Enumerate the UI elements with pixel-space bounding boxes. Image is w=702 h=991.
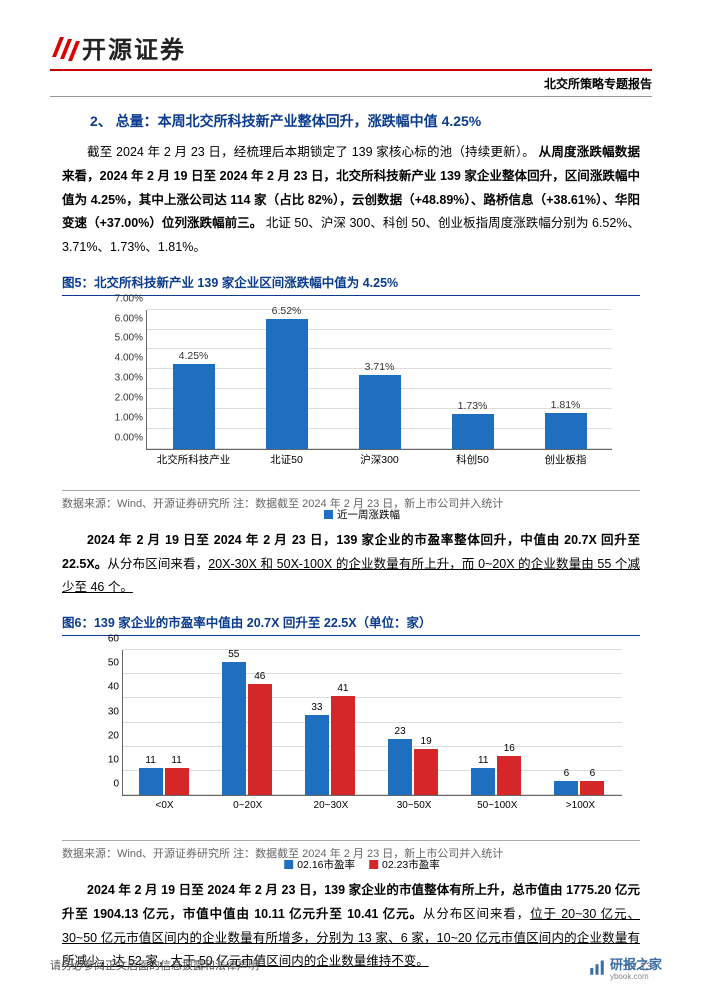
watermark-url: ybook.com [610,973,662,981]
company-name: 开源证券 [82,30,186,65]
chart2-bar-label: 11 [138,755,164,766]
para2-mid: 从分布区间来看， [107,557,208,571]
chart2-ytick: 0 [97,779,119,790]
chart1-ytick: 2.00% [103,393,143,404]
chart2-bar-label: 41 [330,683,356,694]
chart2-bar: 46 [248,684,272,795]
chart1-xlabel: 北交所科技产业 [154,452,234,467]
chart2-bar: 6 [554,781,578,796]
chart2-bar: 33 [305,715,329,795]
watermark: 研报之家 ybook.com [588,954,662,981]
chart1-xlabel: 沪深300 [340,452,420,467]
chart2-legend-2: 02.23市盈率 [382,857,440,872]
legend-swatch-icon [324,510,333,519]
chart1-bar-label: 1.73% [448,400,498,412]
chart2-xlabel: >100X [550,800,610,811]
logo-stripes-icon [50,33,82,63]
chart2-xlabel: <0X [135,800,195,811]
chart2-ytick: 10 [97,754,119,765]
chart2-bar: 11 [139,768,163,795]
chart2-container: 01020304050601111<0X55460~20X334120~30X2… [62,640,640,838]
chart1-bar-label: 6.52% [262,305,312,317]
chart2-xlabel: 0~20X [218,800,278,811]
chart1-ytick: 7.00% [103,293,143,304]
chart2-bar-label: 16 [496,743,522,754]
chart1-bar: 3.71% [359,375,401,449]
footer-disclaimer: 请务必参阅正文后面的信息披露和法律声明 [50,957,259,973]
chart2-bar: 16 [497,756,521,795]
chart2-bar-label: 23 [387,726,413,737]
chart1-xlabel: 创业板指 [526,452,606,467]
chart2-bar-label: 19 [413,736,439,747]
watermark-chart-icon [588,959,606,977]
chart2-xlabel: 30~50X [384,800,444,811]
chart2-bar-label: 33 [304,702,330,713]
chart2-ytick: 40 [97,682,119,693]
chart1-bar-label: 4.25% [169,350,219,362]
chart1-bar: 1.73% [452,414,494,448]
legend-swatch-icon [284,860,293,869]
chart2-ytick: 50 [97,658,119,669]
chart1-bar: 1.81% [545,413,587,449]
paragraph-2: 2024 年 2 月 19 日至 2024 年 2 月 23 日，139 家企业… [62,529,640,600]
chart1-legend: 近一周涨跌幅 [324,507,400,522]
chart2-bar: 6 [580,781,604,796]
chart1-title: 图5：北交所科技新产业 139 家企业区间涨跌幅中值为 4.25% [62,270,640,296]
chart1-bar: 6.52% [266,319,308,448]
chart2-bar-label: 6 [579,768,605,779]
chart1-bar: 4.25% [173,364,215,448]
chart2-plot-area: 01020304050601111<0X55460~20X334120~30X2… [92,646,632,836]
chart2-bar: 55 [222,662,246,795]
chart1-ytick: 5.00% [103,333,143,344]
chart1-ytick: 6.00% [103,313,143,324]
chart2-bar-label: 55 [221,649,247,660]
chart1-container: 0.00%1.00%2.00%3.00%4.00%5.00%6.00%7.00%… [62,300,640,488]
chart2-bar-label: 6 [553,768,579,779]
page-header: 开源证券 [50,30,652,71]
section-title: 2、 总量：本周北交所科技新产业整体回升，涨跌幅中值 4.25% [90,111,652,131]
chart1-ytick: 3.00% [103,373,143,384]
para3-mid: 从分布区间来看， [423,907,530,921]
chart2-legend: 02.16市盈率 02.23市盈率 [284,857,440,872]
legend-swatch-icon [369,860,378,869]
page-footer: 请务必参阅正文后面的信息披露和法律声明 6 / 13 [50,957,652,973]
chart2-bar: 19 [414,749,438,795]
chart1-ytick: 4.00% [103,353,143,364]
chart1-bar-label: 3.71% [355,361,405,373]
chart1-legend-label: 近一周涨跌幅 [337,507,400,522]
doc-type-label: 北交所策略专题报告 [50,75,652,97]
chart2-bar-label: 11 [164,755,190,766]
chart2-title: 图6：139 家企业的市盈率中值由 20.7X 回升至 22.5X（单位：家） [62,610,640,636]
chart1-bar-label: 1.81% [541,399,591,411]
chart2-bar-label: 46 [247,671,273,682]
para1-intro: 截至 2024 年 2 月 23 日，经梳理后本期锁定了 139 家核心标的池（… [87,145,535,159]
chart2-ytick: 60 [97,634,119,645]
chart2-xlabel: 50~100X [467,800,527,811]
company-logo: 开源证券 [50,30,186,65]
chart2-ytick: 30 [97,706,119,717]
chart2-legend-1: 02.16市盈率 [297,857,355,872]
chart2-bar: 23 [388,739,412,795]
chart1-xlabel: 北证50 [247,452,327,467]
chart2-ytick: 20 [97,730,119,741]
chart2-bar: 11 [165,768,189,795]
watermark-name: 研报之家 [610,957,662,972]
chart2-bar: 11 [471,768,495,795]
chart2-bar-label: 11 [470,755,496,766]
chart1-xlabel: 科创50 [433,452,513,467]
paragraph-1: 截至 2024 年 2 月 23 日，经梳理后本期锁定了 139 家核心标的池（… [62,141,640,260]
chart2-bar: 41 [331,696,355,795]
chart2-xlabel: 20~30X [301,800,361,811]
chart1-ytick: 1.00% [103,412,143,423]
chart1-plot-area: 0.00%1.00%2.00%3.00%4.00%5.00%6.00%7.00%… [102,306,622,486]
chart1-ytick: 0.00% [103,432,143,443]
